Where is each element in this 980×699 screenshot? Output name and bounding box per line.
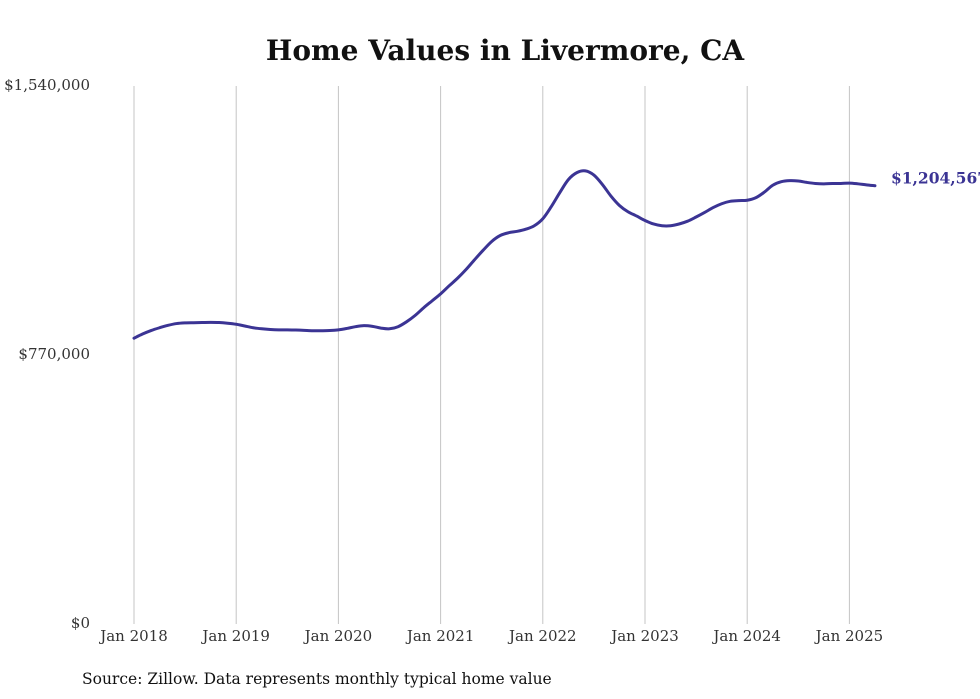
y-tick-label: $1,540,000 [4,76,90,94]
chart-title: Home Values in Livermore, CA [266,34,745,67]
source-note: Source: Zillow. Data represents monthly … [82,670,552,688]
x-axis-ticks: Jan 2018 Jan 2019 Jan 2020 Jan 2021 Jan 2022… [98,627,883,645]
x-tick-label: Jan 2020 [303,627,373,645]
x-tick-label: Jan 2022 [507,627,577,645]
end-value-label: $1,204,567 [891,169,980,188]
x-tick-label: Jan 2023 [609,627,679,645]
x-tick-label: Jan 2018 [98,627,168,645]
x-tick-label: Jan 2019 [200,627,270,645]
x-tick-label: Jan 2021 [405,627,475,645]
series-line [132,169,877,340]
grid [133,86,850,624]
x-tick-label: Jan 2024 [711,627,781,645]
x-tick-label: Jan 2025 [814,627,884,645]
y-tick-label: $770,000 [18,345,90,363]
y-tick-label: $0 [71,614,90,632]
y-axis-ticks: $0 $770,000 $1,540,000 [4,76,90,632]
